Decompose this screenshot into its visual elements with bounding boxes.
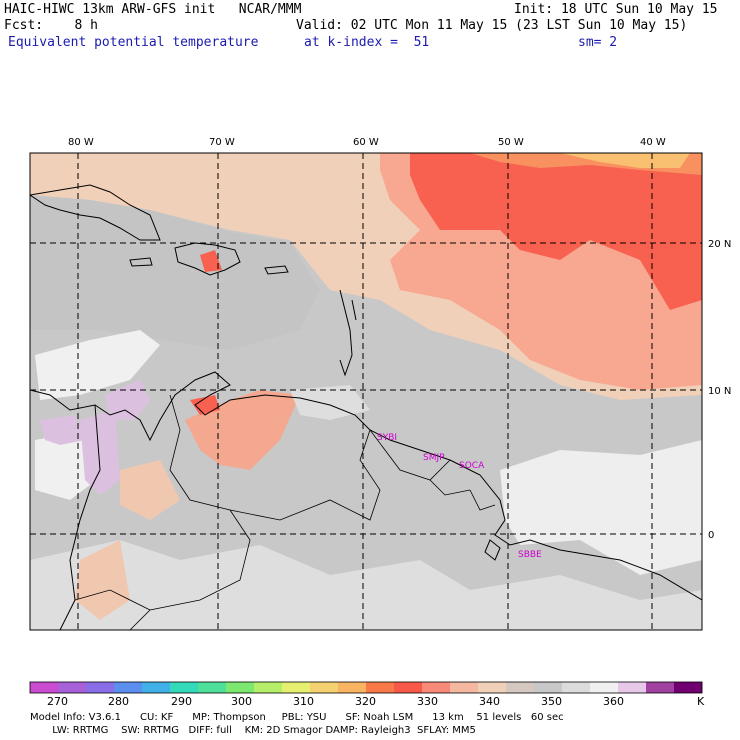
colorbar-swatch-1 (58, 682, 87, 693)
colorbar-label-350: 350 (541, 695, 562, 708)
colorbar-swatch-3 (114, 682, 143, 693)
lon-label-70w: 70 W (209, 137, 235, 148)
colorbar-swatch-12 (366, 682, 395, 693)
field-peach-colombia (120, 460, 180, 520)
lon-label-80w: 80 W (68, 137, 94, 148)
colorbar (30, 682, 703, 693)
coast-hispaniola (174, 242, 241, 276)
lat-label-0: 0 (708, 530, 714, 541)
colorbar-label-290: 290 (171, 695, 192, 708)
station-sbbe: SBBE (518, 550, 542, 560)
field-light-south (30, 540, 702, 630)
border-venezuela (229, 429, 381, 521)
station-smjp: SMJP (423, 453, 445, 463)
smoothing-label: sm= 2 (578, 35, 618, 50)
colorbar-swatch-20 (590, 682, 619, 693)
colorbar-swatch-11 (338, 682, 367, 693)
colorbar-swatch-9 (282, 682, 311, 693)
colorbar-label-300: 300 (231, 695, 252, 708)
model-title: HAIC-HIWC 13km ARW-GFS init NCAR/MMM (4, 2, 302, 17)
field-grey-caribbean (30, 195, 320, 350)
valid-time: Valid: 02 UTC Mon 11 May 15 (23 LST Sun … (296, 18, 688, 33)
borders (74, 394, 496, 630)
lat-label-20n: 20 N (708, 239, 731, 250)
field-peach-ecuador (75, 540, 130, 620)
colorbar-swatch-2 (86, 682, 115, 693)
colorbar-swatch-21 (618, 682, 647, 693)
field-red-hispaniola (200, 250, 222, 272)
colorbar-swatch-19 (562, 682, 591, 693)
coast-jamaica (129, 257, 153, 267)
colorbar-swatch-10 (310, 682, 339, 693)
coast-south-america (30, 371, 702, 601)
border-ecuador (74, 589, 151, 611)
border-guyana (369, 429, 451, 481)
field-yellow (560, 153, 690, 168)
lon-label-50w: 50 W (498, 137, 524, 148)
colorbar-swatch-0 (30, 682, 59, 693)
colorbar-swatch-16 (478, 682, 507, 693)
field-lavender-2 (80, 410, 120, 495)
border-colombia (129, 394, 251, 630)
border-guiana (469, 489, 496, 511)
model-info-line-2: LW: RRTMG SW: RRTMG DIFF: full KM: 2D Sm… (30, 725, 476, 736)
field-light-gulf (290, 385, 370, 420)
station-sybi: SYBI (377, 433, 397, 443)
field-name: Equivalent potential temperature (8, 35, 259, 50)
colorbar-swatch-18 (534, 682, 563, 693)
coast-cuba (30, 184, 161, 241)
colorbar-swatch-5 (170, 682, 199, 693)
lon-label-40w: 40 W (640, 137, 666, 148)
colorbar-swatch-14 (422, 682, 451, 693)
colorbar-label-310: 310 (293, 695, 314, 708)
colorbar-swatch-6 (198, 682, 227, 693)
colorbar-swatch-4 (142, 682, 171, 693)
coast-lesser-antilles (339, 289, 357, 377)
colorbar-label-320: 320 (355, 695, 376, 708)
station-soca: SOCA (459, 461, 485, 471)
colorbar-label-360: 360 (603, 695, 624, 708)
border-suriname (429, 479, 471, 496)
field-lavender-1 (40, 415, 85, 445)
coast-marajo (484, 539, 501, 561)
colorbar-swatch-15 (450, 682, 479, 693)
colorbar-label-340: 340 (479, 695, 500, 708)
colorbar-swatch-17 (506, 682, 535, 693)
colorbar-swatch-23 (674, 682, 703, 693)
field-red (410, 153, 702, 310)
grid (30, 153, 702, 630)
colorbar-label-280: 280 (108, 695, 129, 708)
forecast-hour: Fcst: 8 h (4, 18, 98, 33)
init-time: Init: 18 UTC Sun 10 May 15 (514, 2, 718, 17)
coast-puerto-rico (264, 265, 289, 275)
map-frame (29, 152, 703, 631)
colorbar-label-270: 270 (47, 695, 68, 708)
colorbar-swatch-8 (254, 682, 283, 693)
level-label: at k-index = 51 (304, 35, 430, 50)
colorbar-swatch-22 (646, 682, 675, 693)
field-lavender-3 (105, 380, 150, 420)
colorbar-swatch-7 (226, 682, 255, 693)
colorbar-label-unit: K (697, 695, 705, 708)
model-info-line-1: Model Info: V3.6.1 CU: KF MP: Thompson P… (30, 712, 564, 723)
colorbar-frame (29, 681, 703, 694)
colorbar-label-330: 330 (417, 695, 438, 708)
colorbar-swatch-13 (394, 682, 423, 693)
theta-e-field (30, 153, 702, 630)
lon-label-60w: 60 W (353, 137, 379, 148)
lat-label-10n: 10 N (708, 386, 731, 397)
field-light-west (35, 330, 160, 400)
